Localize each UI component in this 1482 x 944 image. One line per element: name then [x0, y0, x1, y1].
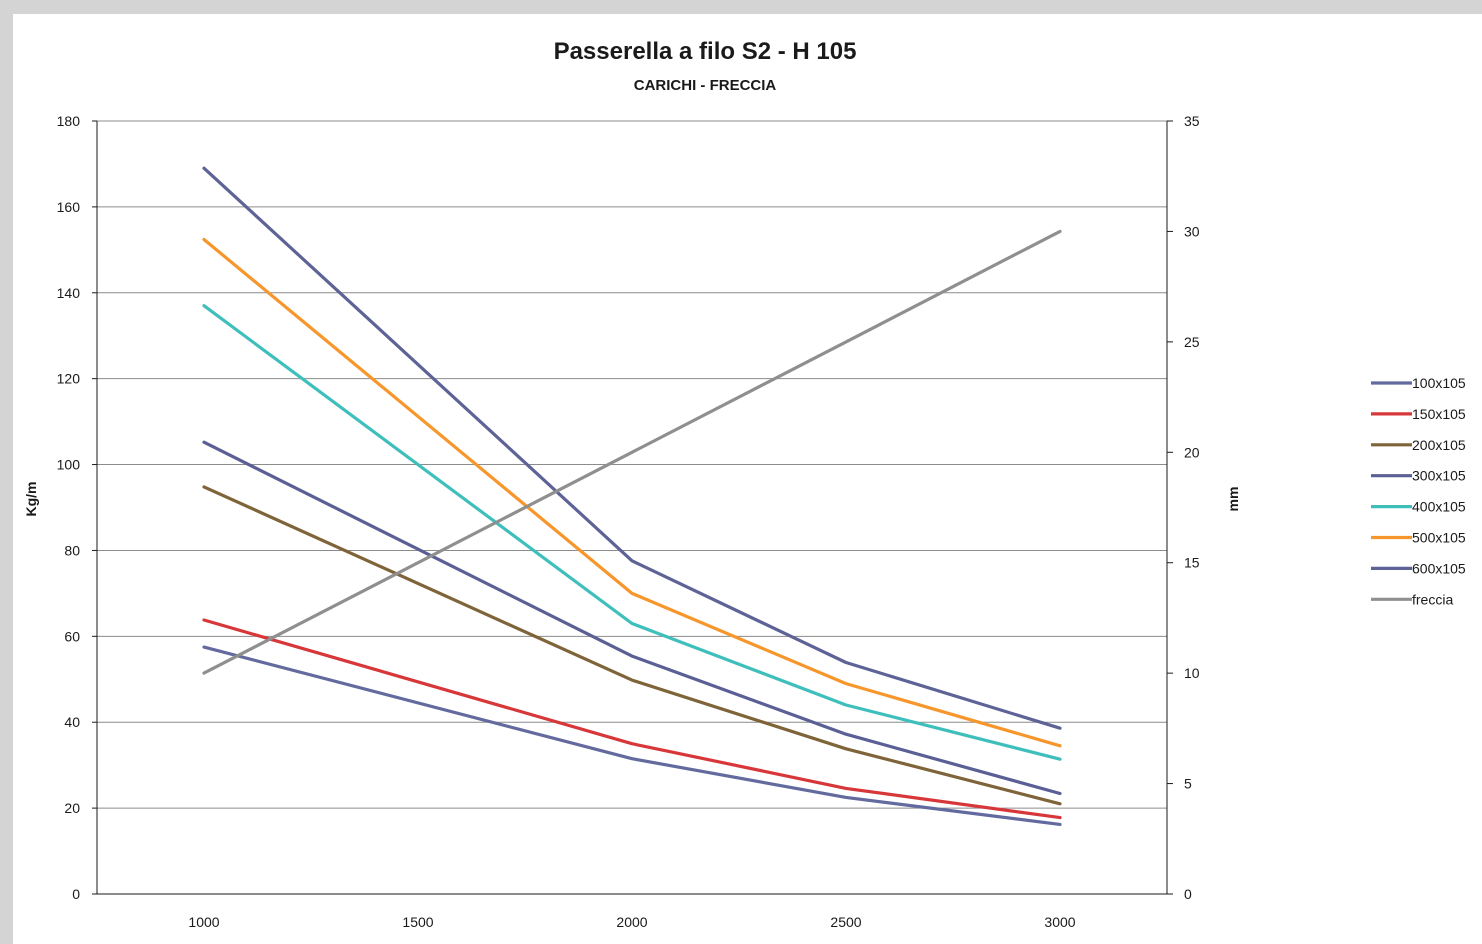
series-line-400x105	[202, 304, 1062, 761]
y2-tick-label: 10	[1184, 665, 1200, 681]
gridlines	[97, 120, 1167, 809]
chart-subtitle: CARICHI - FRECCIA	[634, 77, 777, 94]
y-tick-label: 0	[72, 886, 80, 902]
y2-axis-title: mm	[1225, 487, 1241, 512]
tick-labels: 0 20 40 60 80 100 120 140 160 180 0 5 10 15 20 25 30 35 10…	[57, 113, 1200, 930]
legend-label-150x105: 150x105	[1412, 406, 1466, 422]
x-tick-label: 2500	[830, 914, 861, 930]
y-tick-label: 40	[64, 714, 80, 730]
series-line-100x105	[202, 645, 1062, 827]
legend-label-100x105: 100x105	[1412, 375, 1466, 391]
y-tick-label: 140	[57, 285, 81, 301]
series-line-150x105	[202, 618, 1062, 820]
series-lines	[202, 166, 1062, 827]
series-line-300x105	[202, 440, 1062, 796]
series-line-freccia	[202, 229, 1062, 675]
legend-label-600x105: 600x105	[1412, 560, 1466, 576]
legend-label-300x105: 300x105	[1412, 468, 1466, 484]
y2-tick-label: 25	[1184, 334, 1200, 350]
y-tick-label: 180	[57, 113, 81, 129]
y-tick-label: 20	[64, 800, 80, 816]
x-tick-label: 3000	[1044, 914, 1075, 930]
y2-tick-label: 5	[1184, 776, 1192, 792]
y-tick-label: 100	[57, 457, 81, 473]
axes	[92, 120, 1173, 895]
legend-label-200x105: 200x105	[1412, 437, 1466, 453]
y-tick-label: 60	[64, 628, 80, 644]
legend-label-500x105: 500x105	[1412, 530, 1466, 546]
line-chart: Passerella a filo S2 - H 105 CARICHI - F…	[23, 38, 1466, 930]
legend-label-400x105: 400x105	[1412, 499, 1466, 515]
y2-tick-label: 15	[1184, 555, 1200, 571]
y2-tick-label: 0	[1184, 886, 1192, 902]
y-tick-label: 80	[64, 542, 80, 558]
chart-title: Passerella a filo S2 - H 105	[554, 38, 857, 65]
series-line-600x105	[202, 166, 1062, 730]
chart-area: Passerella a filo S2 - H 105 CARICHI - F…	[13, 14, 1482, 944]
series-line-200x105	[202, 485, 1062, 806]
y-tick-label: 160	[57, 199, 81, 215]
y2-tick-label: 30	[1184, 223, 1200, 239]
y2-tick-label: 20	[1184, 444, 1200, 460]
legend-label-freccia: freccia	[1412, 591, 1453, 607]
y-axis-title: Kg/m	[23, 482, 39, 517]
y-tick-label: 120	[57, 371, 81, 387]
x-tick-label: 2000	[616, 914, 647, 930]
x-tick-label: 1000	[188, 914, 219, 930]
legend: 100x105 150x105 200x105 300x105 400x105 500x1…	[1371, 375, 1466, 607]
x-tick-label: 1500	[402, 914, 433, 930]
series-line-500x105	[202, 237, 1062, 748]
y2-tick-label: 35	[1184, 113, 1200, 129]
